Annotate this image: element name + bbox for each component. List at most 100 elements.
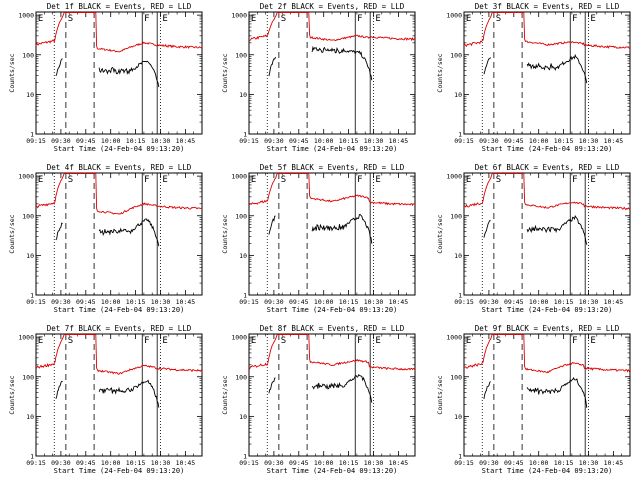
events-series-line [98,218,160,247]
x-tick-label: 10:15 [554,137,574,145]
x-tick-label: 09:45 [76,137,96,145]
x-tick-label: 10:30 [151,298,171,306]
marker-letter: E [251,336,256,346]
panel-title: Det 2f BLACK = Events, RED = LLD [260,2,405,11]
x-axis-label: Start Time (24-Feb-04 09:13:20) [54,145,185,153]
events-series-line [311,45,373,81]
y-tick-label: 1000 [18,173,34,181]
detector-panel: Det 2f BLACK = Events, RED = LLD 1 10 100 10… [221,2,416,153]
lld-series-line [464,334,631,374]
y-tick-label: 10 [239,91,247,99]
panel-title: Det 4f BLACK = Events, RED = LLD [47,163,192,172]
marker-letter: S [281,336,286,346]
marker-letter: E [375,14,380,24]
x-tick-label: 10:00 [101,298,121,306]
y-tick-label: 100 [235,373,247,381]
events-series-line [483,220,491,238]
panel-title: Det 8f BLACK = Events, RED = LLD [260,324,405,333]
marker-letter: E [162,336,167,346]
marker-letter: S [68,14,73,24]
x-tick-label: 09:30 [51,459,71,467]
x-tick-label: 10:00 [101,459,121,467]
y-tick-label: 1000 [231,334,247,342]
x-axis-label: Start Time (24-Feb-04 09:13:20) [267,306,398,314]
y-tick-label: 1 [243,131,247,139]
plot-frame [463,172,631,296]
events-series-line [526,215,588,245]
marker-letter: E [38,336,43,346]
plot-frame [463,11,631,135]
panel-title: Det 5f BLACK = Events, RED = LLD [260,163,405,172]
marker-letter: E [466,175,471,185]
x-axis-label: Start Time (24-Feb-04 09:13:20) [482,306,613,314]
x-tick-label: 10:45 [176,137,196,145]
marker-letter: S [68,175,73,185]
y-tick-label: 1 [458,453,462,461]
marker-letter: S [496,336,501,346]
marker-letter: E [590,175,595,185]
x-tick-label: 10:30 [151,137,171,145]
x-tick-label: 09:30 [51,137,71,145]
x-tick-label: 10:15 [339,137,359,145]
x-tick-label: 09:45 [289,459,309,467]
detector-panel: Det 1f BLACK = Events, RED = LLD 1 10 100 10… [8,2,203,153]
y-axis-label: Counts/sec [436,214,444,253]
marker-letter: F [572,175,577,185]
marker-letter: E [466,336,471,346]
y-tick-label: 10 [26,413,34,421]
y-tick-label: 1000 [446,173,462,181]
events-series-line [268,377,276,394]
x-tick-label: 09:15 [26,137,46,145]
panel-title: Det 6f BLACK = Events, RED = LLD [475,163,620,172]
marker-letter: E [162,175,167,185]
lld-series-line [248,12,416,42]
y-tick-label: 100 [22,212,34,220]
x-tick-label: 10:30 [579,137,599,145]
marker-letter: F [144,14,149,24]
marker-letter: S [281,175,286,185]
x-tick-label: 09:45 [504,298,524,306]
marker-letter: E [590,14,595,24]
marker-letter: E [590,336,595,346]
x-tick-label: 10:30 [364,137,384,145]
x-tick-label: 09:15 [239,459,259,467]
x-tick-label: 10:30 [579,298,599,306]
x-tick-label: 10:45 [176,298,196,306]
detector-panel: Det 5f BLACK = Events, RED = LLD 1 10 100 10… [221,163,416,314]
y-tick-label: 10 [454,252,462,260]
x-tick-label: 09:15 [239,137,259,145]
y-axis-label: Counts/sec [436,375,444,414]
x-tick-label: 10:00 [101,137,121,145]
x-tick-label: 10:00 [314,137,334,145]
marker-letter: E [162,14,167,24]
events-series-line [526,53,588,84]
marker-letter: S [496,14,501,24]
x-tick-label: 09:30 [479,459,499,467]
marker-letter: S [68,336,73,346]
y-tick-label: 1 [30,292,34,300]
lld-series-line [35,334,203,375]
x-tick-label: 09:15 [26,298,46,306]
y-tick-label: 1000 [231,12,247,20]
x-tick-label: 10:00 [314,459,334,467]
x-tick-label: 10:45 [176,459,196,467]
x-tick-label: 09:30 [51,298,71,306]
events-series-line [55,222,63,241]
y-tick-label: 1 [243,453,247,461]
marker-letter: F [572,14,577,24]
y-tick-label: 1 [458,131,462,139]
detector-panel: Det 6f BLACK = Events, RED = LLD 1 10 100 10… [436,163,631,314]
x-axis-label: Start Time (24-Feb-04 09:13:20) [54,467,185,475]
y-axis-label: Counts/sec [8,214,16,253]
x-axis-label: Start Time (24-Feb-04 09:13:20) [482,145,613,153]
x-tick-label: 09:45 [76,298,96,306]
x-tick-label: 09:45 [504,137,524,145]
y-tick-label: 1000 [446,12,462,20]
x-tick-label: 10:15 [126,298,146,306]
plot-frame [35,333,203,457]
y-tick-label: 1000 [18,12,34,20]
x-tick-label: 09:30 [264,459,284,467]
panel-title: Det 7f BLACK = Events, RED = LLD [47,324,192,333]
x-tick-label: 09:45 [76,459,96,467]
